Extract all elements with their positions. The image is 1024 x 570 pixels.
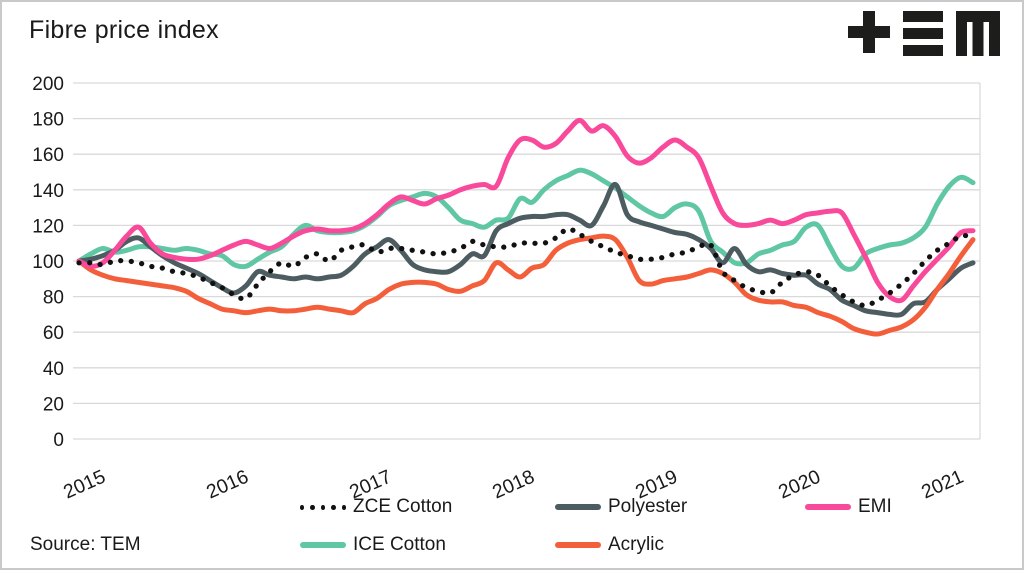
y-tick-label: 100 [32,252,64,273]
x-tick-label-2021: 2021 [918,466,967,504]
y-tick-label: 160 [32,145,64,166]
y-tick-label: 120 [32,216,64,237]
legend-label: ICE Cotton [353,534,446,555]
x-tick-label-2016: 2016 [203,466,252,504]
legend-item-acrylic: Acrylic [555,532,664,558]
legend-swatch-line [555,504,601,510]
series-line-zce-cotton [76,226,976,309]
y-tick-label: 80 [43,288,64,309]
tem-logo-icon [848,11,1000,56]
y-tick-label: 0 [53,430,64,451]
x-tick-label-2018: 2018 [489,466,538,504]
y-tick-label: 140 [32,181,64,202]
legend-label: Acrylic [608,534,664,555]
legend-item-zce-cotton: ZCE Cotton [300,494,452,520]
page-title: Fibre price index [29,16,219,44]
series-line-emi [76,117,976,304]
y-tick-label: 200 [32,74,64,95]
tem-logo [848,10,1000,63]
legend-swatch-line [300,542,346,548]
legend-label: Polyester [608,496,688,517]
legend-swatch-dotted [300,504,347,510]
source-note: Source: TEM [30,534,141,555]
legend-item-polyester: Polyester [555,494,687,520]
legend-label: ZCE Cotton [353,496,453,517]
x-tick-label-2015: 2015 [60,466,109,504]
legend-swatch-line [555,542,601,548]
y-tick-label: 20 [43,394,64,415]
legend-label: EMI [858,496,892,517]
y-tick-label: 180 [32,110,64,131]
legend-item-ice-cotton: ICE Cotton [300,532,446,558]
legend-swatch-line [805,504,851,510]
legend-item-emi: EMI [805,494,892,520]
series-line-ice-cotton [76,167,976,272]
y-tick-label: 60 [43,323,64,344]
series-line-acrylic [76,233,976,337]
series-line-polyester [76,182,976,318]
y-tick-label: 40 [43,359,64,380]
